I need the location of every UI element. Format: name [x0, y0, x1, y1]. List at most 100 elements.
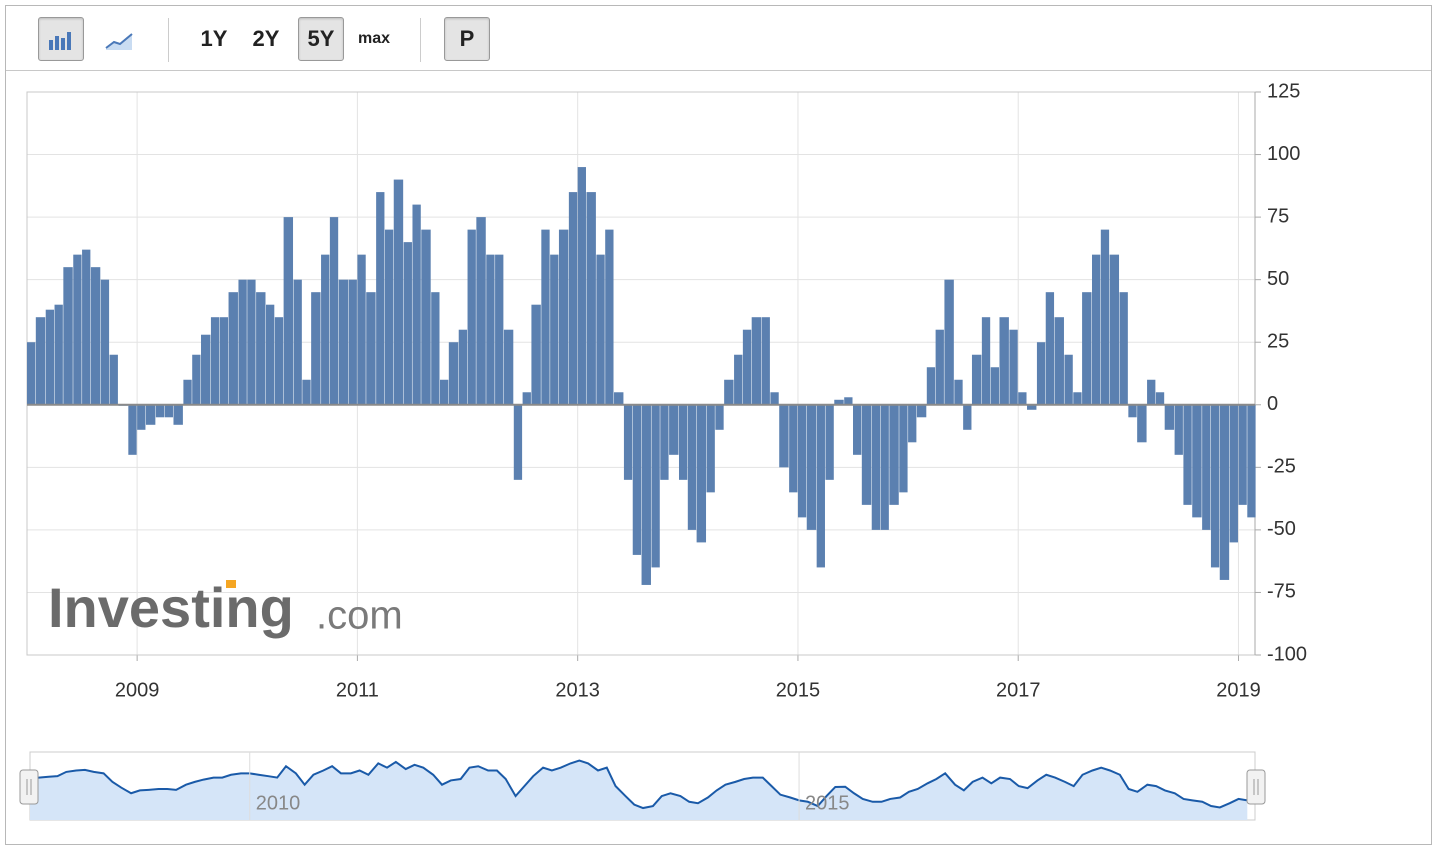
- bar: [448, 342, 459, 405]
- bar: [1092, 254, 1101, 405]
- watermark-suffix: .com: [316, 594, 403, 638]
- bar: [614, 392, 624, 405]
- bar: [797, 404, 807, 518]
- range-button[interactable]: 1Y: [200, 26, 228, 51]
- bar: [1137, 404, 1147, 443]
- bar: [503, 329, 514, 405]
- bar: [541, 229, 550, 405]
- bar: [531, 304, 541, 405]
- bar: [696, 404, 707, 543]
- y-tick-label: 25: [1267, 331, 1289, 353]
- bar: [173, 404, 183, 425]
- bar: [577, 167, 586, 405]
- bar: [981, 317, 991, 405]
- bar: [486, 254, 495, 405]
- bar: [45, 309, 55, 405]
- bar: [623, 404, 633, 480]
- bar: [311, 292, 321, 405]
- bar: [109, 354, 118, 405]
- bar: [806, 404, 817, 530]
- bar: [1219, 404, 1230, 580]
- bar: [495, 254, 504, 405]
- bar: [27, 342, 36, 405]
- bar: [183, 379, 192, 405]
- bar: [999, 317, 1009, 405]
- bar: [926, 367, 936, 405]
- bar: [357, 254, 366, 405]
- bar: [963, 404, 972, 430]
- bar: [1155, 392, 1165, 405]
- bar: [1027, 404, 1037, 410]
- bar: [35, 317, 46, 405]
- y-tick-label: 0: [1267, 393, 1278, 415]
- bar: [283, 217, 294, 405]
- bar: [954, 379, 963, 405]
- bar: [586, 192, 596, 405]
- range-button[interactable]: 5Y: [298, 17, 344, 61]
- y-tick-label: -50: [1267, 518, 1296, 540]
- bar: [706, 404, 715, 493]
- bar: [1164, 404, 1175, 430]
- bar: [899, 404, 908, 493]
- frame: [5, 5, 1432, 845]
- bar: [651, 404, 660, 568]
- y-tick-label: 75: [1267, 205, 1289, 227]
- range-button[interactable]: max: [357, 30, 391, 47]
- range-button[interactable]: 2Y: [252, 26, 280, 51]
- bar: [1054, 317, 1064, 405]
- bar: [403, 242, 412, 405]
- bar: [1210, 404, 1220, 568]
- bar: [1202, 404, 1211, 530]
- bar: [1036, 342, 1046, 405]
- p-button[interactable]: P: [444, 17, 490, 61]
- bar: [825, 404, 834, 480]
- y-tick-label: 50: [1267, 268, 1289, 290]
- bar: [1247, 404, 1256, 518]
- bar: [1183, 404, 1192, 505]
- bar: [861, 404, 872, 505]
- bar: [1064, 354, 1073, 405]
- bar: [128, 404, 137, 455]
- bar: [366, 292, 376, 405]
- bar: [742, 329, 752, 405]
- bar: [724, 379, 734, 405]
- bar: [228, 292, 238, 405]
- x-tick-label: 2015: [776, 679, 821, 701]
- bar: [1238, 404, 1247, 505]
- y-tick-label: -75: [1267, 581, 1296, 603]
- bar: [348, 279, 357, 405]
- bar: [458, 329, 468, 405]
- navigator-handle[interactable]: [1246, 769, 1266, 805]
- bar: [1109, 254, 1120, 405]
- bar: [1229, 404, 1238, 543]
- y-tick-label: -100: [1267, 643, 1307, 665]
- bar: [1174, 404, 1183, 455]
- watermark-brand: Investing: [48, 576, 294, 639]
- watermark: Investing .com: [48, 576, 403, 639]
- bar: [256, 292, 266, 405]
- bar-chart-button[interactable]: [38, 17, 84, 61]
- navigator-handle[interactable]: [19, 769, 39, 805]
- bar: [871, 404, 881, 530]
- bar: [201, 334, 211, 405]
- bar: [1045, 292, 1055, 405]
- bar: [82, 249, 91, 405]
- bar: [302, 379, 311, 405]
- bar: [1192, 404, 1202, 518]
- bar: [155, 404, 165, 418]
- bar: [238, 279, 247, 405]
- bar: [164, 404, 173, 418]
- bar: [596, 254, 605, 405]
- bar: [853, 404, 862, 455]
- bar: [1082, 292, 1092, 405]
- bar: [219, 317, 229, 405]
- bar: [265, 304, 275, 405]
- bar: [641, 404, 651, 585]
- x-tick-label: 2009: [115, 679, 160, 701]
- line-chart-button[interactable]: [98, 18, 142, 60]
- bar: [421, 229, 431, 405]
- toolbar: 1Y 2Y 5Y max P: [6, 6, 1431, 71]
- y-tick-label: 100: [1267, 143, 1300, 165]
